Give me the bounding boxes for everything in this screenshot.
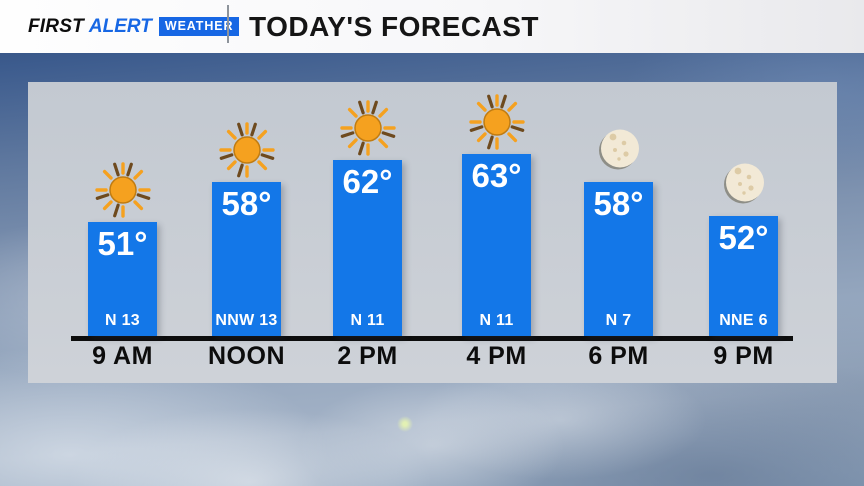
header-divider <box>227 5 229 43</box>
temp-bar: 62° N 11 <box>333 160 402 336</box>
temperature-label: 63° <box>471 157 522 194</box>
temp-bar: 58° N 7 <box>584 182 653 336</box>
time-label: 4 PM <box>466 342 527 370</box>
time-label: 9 PM <box>713 342 774 370</box>
temp-bar: 63° N 11 <box>462 154 531 336</box>
moon-icon <box>594 124 644 174</box>
temperature-label: 62° <box>342 163 393 200</box>
temp-bar: 58° NNW 13 <box>212 182 281 336</box>
brand-weather-badge: WEATHER <box>158 17 240 36</box>
page-title: TODAY'S FORECAST <box>249 10 540 42</box>
time-label: 6 PM <box>588 342 649 370</box>
sun-icon <box>338 97 398 157</box>
wind-label: N 13 <box>105 312 140 329</box>
sun-icon <box>467 91 527 151</box>
temperature-label: 51° <box>97 225 148 262</box>
sun-icon <box>217 119 277 179</box>
temperature-label: 52° <box>718 219 769 256</box>
forecast-panel <box>28 82 837 383</box>
first-alert-weather-logo: FIRST ALERT WEATHER <box>28 0 240 53</box>
moon-icon <box>719 158 769 208</box>
wind-label: NNE 6 <box>719 312 768 329</box>
temperature-label: 58° <box>221 185 272 222</box>
wind-label: N 11 <box>479 312 514 329</box>
header-bar: FIRST ALERT WEATHER TODAY'S FORECAST <box>0 0 864 53</box>
temperature-label: 58° <box>593 185 644 222</box>
sun-icon <box>93 159 153 219</box>
brand-first-label: FIRST <box>28 15 84 37</box>
time-label: NOON <box>208 342 285 370</box>
wind-label: NNW 13 <box>215 312 278 329</box>
wind-label: N 7 <box>605 312 632 329</box>
time-label: 2 PM <box>337 342 398 370</box>
temp-bar: 51° N 13 <box>88 222 157 336</box>
axis-line <box>71 336 793 341</box>
temp-bar: 52° NNE 6 <box>709 216 778 336</box>
brand-alert-label: ALERT <box>88 15 152 37</box>
wind-label: N 11 <box>350 312 385 329</box>
time-label: 9 AM <box>92 342 153 370</box>
